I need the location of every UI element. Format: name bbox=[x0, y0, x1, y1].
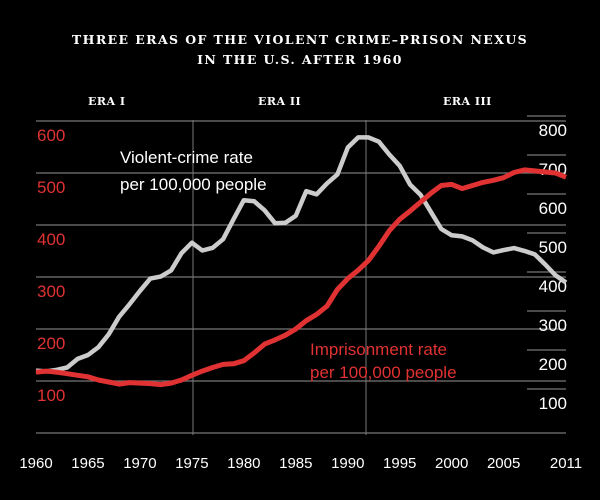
right-tick-label: 500 bbox=[539, 238, 567, 257]
era-3-label: ERA III bbox=[443, 95, 492, 108]
x-tick-label: 1965 bbox=[71, 455, 104, 472]
left-tick-label: 400 bbox=[37, 230, 65, 249]
prison-annotation-line2: per 100,000 people bbox=[310, 363, 457, 382]
gridlines bbox=[36, 115, 566, 434]
x-tick-label: 1960 bbox=[19, 455, 52, 472]
x-tick-label: 1980 bbox=[227, 455, 260, 472]
x-tick-label: 2011 bbox=[550, 455, 582, 472]
x-tick-label: 1990 bbox=[331, 455, 364, 472]
crime-annotation-line2: per 100,000 people bbox=[120, 175, 267, 194]
x-tick-label: 1975 bbox=[175, 455, 208, 472]
left-tick-label: 200 bbox=[37, 334, 65, 353]
right-tick-label: 100 bbox=[539, 394, 567, 413]
left-tick-label: 300 bbox=[37, 282, 65, 301]
violent-crime-line bbox=[35, 135, 568, 374]
left-tick-label: 600 bbox=[37, 126, 65, 145]
crime-annotation-line1: Violent-crime rate bbox=[120, 148, 253, 167]
x-tick-label: 2005 bbox=[487, 455, 520, 472]
x-tick-label: 1995 bbox=[383, 455, 416, 472]
left-tick-label: 500 bbox=[37, 178, 65, 197]
era-1-label: ERA I bbox=[88, 95, 126, 108]
prison-annotation-line1: Imprisonment rate bbox=[310, 340, 447, 359]
left-tick-label: 100 bbox=[37, 386, 65, 405]
x-tick-label: 2000 bbox=[435, 455, 468, 472]
era-dividers bbox=[192, 120, 367, 435]
right-tick-label: 400 bbox=[539, 277, 567, 296]
left-axis-labels: 600 500 400 300 200 100 bbox=[37, 126, 65, 405]
right-tick-label: 200 bbox=[539, 355, 567, 374]
x-axis-labels: 1960 1965 1970 1975 1980 1985 1990 1995 2000 2005… bbox=[19, 455, 582, 472]
era-2-label: ERA II bbox=[258, 95, 302, 108]
right-tick-label: 300 bbox=[539, 316, 567, 335]
x-tick-label: 1970 bbox=[123, 455, 156, 472]
right-tick-label: 800 bbox=[539, 121, 567, 140]
x-tick-label: 1985 bbox=[279, 455, 312, 472]
imprisonment-line bbox=[35, 167, 567, 388]
chart-title-line1: THREE ERAS OF THE VIOLENT CRIME–PRISON N… bbox=[71, 32, 529, 47]
right-tick-label: 600 bbox=[539, 199, 567, 218]
chart-title-line2: IN THE U.S. AFTER 1960 bbox=[197, 52, 403, 67]
